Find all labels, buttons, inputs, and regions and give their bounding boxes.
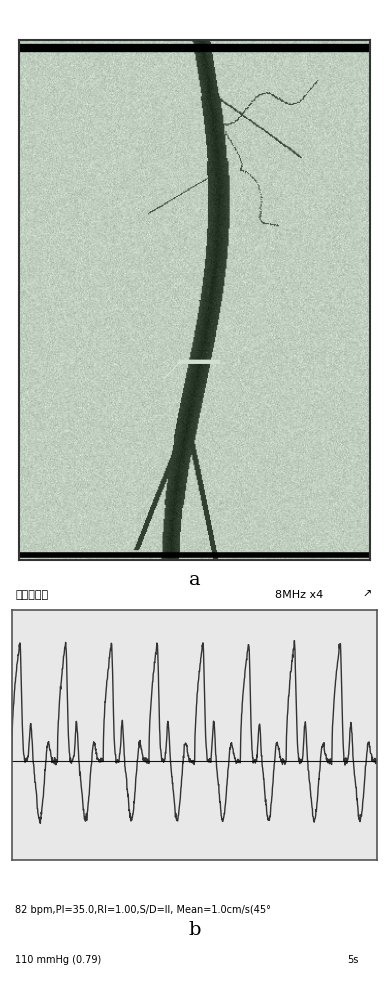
Text: ↗: ↗ bbox=[363, 590, 372, 600]
Text: 右足背动脉: 右足背动脉 bbox=[15, 590, 49, 600]
Text: a: a bbox=[189, 571, 200, 589]
Text: 8MHz x4: 8MHz x4 bbox=[275, 590, 323, 600]
Text: 5s: 5s bbox=[348, 955, 359, 965]
Text: 82 bpm,PI=35.0,RI=1.00,S/D=ll, Mean=1.0cm/s(45°: 82 bpm,PI=35.0,RI=1.00,S/D=ll, Mean=1.0c… bbox=[15, 905, 271, 915]
Text: b: b bbox=[188, 921, 201, 939]
Text: 110 mmHg (0.79): 110 mmHg (0.79) bbox=[15, 955, 102, 965]
